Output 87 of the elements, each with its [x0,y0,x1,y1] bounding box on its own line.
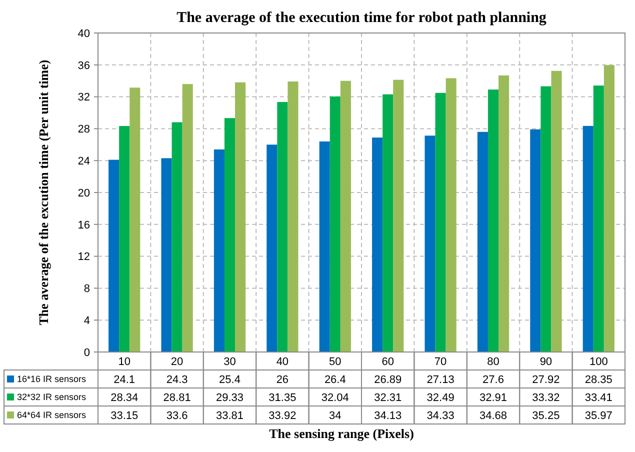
x-tick-label: 40 [276,356,289,368]
bar [424,136,436,352]
bar [498,75,510,352]
y-tick-label: 20 [78,187,90,200]
bar [214,149,224,352]
data-label: 34.13 [374,410,402,422]
data-label: 33.92 [268,410,296,422]
data-label: 35.97 [584,410,612,422]
bar [130,88,140,352]
x-tick-label: 50 [329,356,342,368]
bar [372,138,383,352]
bar [604,65,614,352]
x-tick-label: 60 [382,356,394,368]
data-label: 33.15 [110,410,138,422]
data-label: 27.92 [532,374,560,386]
x-tick-label: 80 [487,356,500,368]
bar [593,86,604,352]
bar [582,126,594,352]
data-label: 29.33 [216,392,244,404]
bar [172,122,182,352]
x-tick-label: 100 [589,356,608,368]
legend-label: 32*32 IR sensors [17,392,87,402]
x-tick-label: 10 [118,356,130,368]
bar [319,141,330,352]
y-axis-title: The average of the excution time (Per unit time) [36,60,51,326]
x-tick-label: 90 [540,356,552,368]
data-label: 33.81 [216,410,244,422]
x-tick-label: 30 [224,356,236,368]
y-tick-label: 8 [84,283,90,296]
chart-title: The average of the execution time for robot path planning [176,10,547,26]
data-label: 26.4 [324,374,346,386]
x-tick-label: 20 [170,356,184,368]
data-label: 27.6 [482,374,504,386]
data-label: 26.89 [374,374,402,386]
y-tick-label: 32 [78,92,90,104]
data-label: 24.3 [166,374,188,386]
bar [266,144,278,352]
bar [330,96,340,352]
bar [182,84,193,352]
data-label: 24.1 [114,374,136,386]
bar [235,82,246,352]
data-label: 34 [329,410,342,422]
bar [530,129,541,352]
bar [108,160,120,352]
bar [435,92,446,352]
data-label: 33.32 [532,392,560,404]
data-label: 32.04 [321,392,349,404]
y-tick-label: 36 [78,60,90,72]
bar [161,158,172,352]
data-label: 32.91 [479,392,508,404]
data-label: 28.35 [584,374,612,386]
data-label: 35.25 [532,410,560,422]
bar [382,94,394,352]
data-label: 28.34 [110,392,138,404]
x-tick-label: 70 [434,356,447,368]
data-label: 33.41 [584,392,612,404]
bar [119,126,130,352]
data-label: 27.13 [426,374,454,386]
data-label: 26 [276,374,289,386]
x-axis-title: The sensing range (Pixels) [269,426,414,441]
legend-label: 64*64 IR sensors [17,410,87,420]
y-tick-label: 12 [78,251,90,264]
data-label: 25.4 [219,374,240,386]
data-label: 34.33 [426,410,454,422]
bar [540,86,552,352]
bar [340,80,351,352]
data-label: 32.49 [426,392,454,404]
y-tick-label: 28 [78,124,90,136]
data-label: 33.6 [166,410,188,422]
y-tick-label: 0 [84,346,90,359]
bar [551,70,562,352]
y-tick-label: 40 [78,28,90,40]
bar [224,118,236,352]
bar [488,90,499,352]
y-tick-label: 4 [84,314,90,327]
data-label: 34.68 [479,410,508,422]
bar [277,102,288,352]
data-label: 32.31 [374,392,402,404]
bar [477,132,488,352]
data-label: 28.81 [163,392,191,404]
bar [288,81,298,352]
legend-label: 16*16 IR sensors [17,374,87,384]
y-tick-label: 16 [78,219,90,232]
data-label: 31.35 [268,392,296,404]
y-tick-label: 24 [78,155,90,168]
bar [446,78,456,352]
bar [393,80,404,352]
